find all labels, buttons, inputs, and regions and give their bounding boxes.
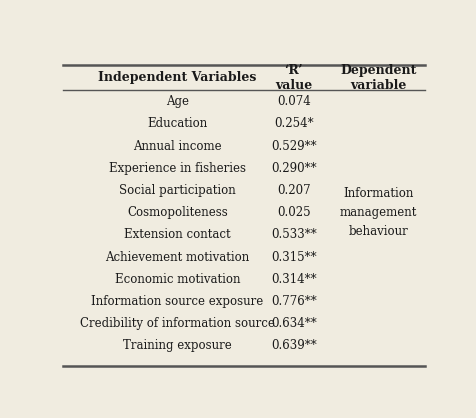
Text: 0.207: 0.207 [277, 184, 310, 197]
Text: Information source exposure: Information source exposure [91, 295, 264, 308]
Text: 0.533**: 0.533** [271, 228, 317, 242]
Text: Extension contact: Extension contact [124, 228, 231, 242]
Text: 0.314**: 0.314** [271, 273, 317, 286]
Text: 0.315**: 0.315** [271, 251, 317, 264]
Text: Credibility of information source: Credibility of information source [80, 317, 275, 330]
Text: 0.776**: 0.776** [271, 295, 317, 308]
Text: Dependent
variable: Dependent variable [340, 64, 417, 92]
Text: 0.634**: 0.634** [271, 317, 317, 330]
Text: Economic motivation: Economic motivation [115, 273, 240, 286]
Text: Cosmopoliteness: Cosmopoliteness [127, 206, 228, 219]
Text: Annual income: Annual income [133, 140, 222, 153]
Text: Social participation: Social participation [119, 184, 236, 197]
Text: Age: Age [166, 95, 189, 108]
Text: Experience in fisheries: Experience in fisheries [109, 162, 246, 175]
Text: Information
management
behaviour: Information management behaviour [340, 187, 417, 238]
Text: 0.074: 0.074 [277, 95, 311, 108]
Text: 0.254*: 0.254* [274, 117, 314, 130]
Text: Achievement motivation: Achievement motivation [105, 251, 250, 264]
Text: Education: Education [148, 117, 208, 130]
Text: 0.639**: 0.639** [271, 339, 317, 352]
Text: Training exposure: Training exposure [123, 339, 232, 352]
Text: 0.529**: 0.529** [271, 140, 317, 153]
Text: 0.290**: 0.290** [271, 162, 317, 175]
Text: 0.025: 0.025 [277, 206, 310, 219]
Text: Independent Variables: Independent Variables [99, 71, 257, 84]
Text: ‘R’
value: ‘R’ value [275, 64, 312, 92]
